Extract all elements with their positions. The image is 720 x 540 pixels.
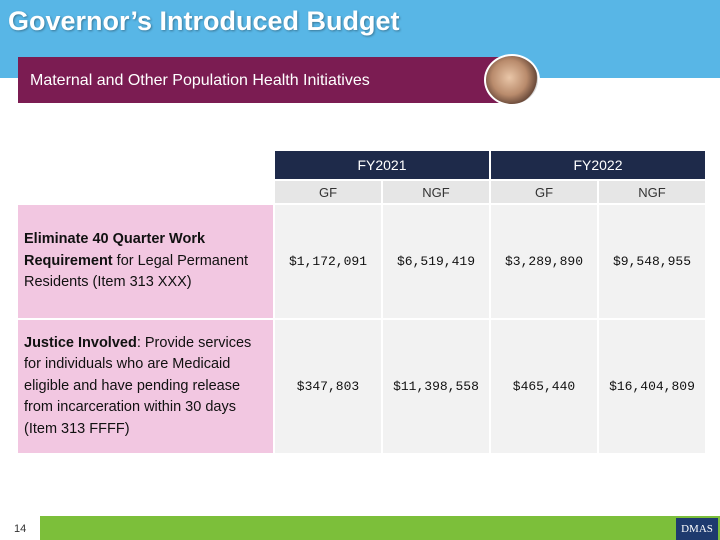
value-cell: $1,172,091 bbox=[275, 205, 381, 318]
footer-band bbox=[0, 516, 720, 540]
row-label-rest: : Provide services for individuals who a… bbox=[24, 334, 252, 437]
page-number: 14 bbox=[0, 516, 40, 540]
value-cell: $465,440 bbox=[491, 320, 597, 453]
value-cell: $11,398,558 bbox=[383, 320, 489, 453]
value-cell: $347,803 bbox=[275, 320, 381, 453]
logo: DMAS bbox=[676, 518, 718, 540]
value-cell: $9,548,955 bbox=[599, 205, 705, 318]
value-cell: $16,404,809 bbox=[599, 320, 705, 453]
family-photo bbox=[484, 54, 540, 106]
column-group: FY2021 bbox=[275, 151, 489, 179]
column-header: NGF bbox=[383, 181, 489, 203]
title: Governor’s Introduced Budget bbox=[8, 6, 400, 36]
row-label-bold: Justice Involved bbox=[24, 334, 137, 351]
row-label-text: Eliminate 40 Quarter Work Requirement fo… bbox=[24, 229, 267, 294]
row-label: Eliminate 40 Quarter Work Requirement fo… bbox=[18, 205, 273, 318]
value-cell: $3,289,890 bbox=[491, 205, 597, 318]
column-header: GF bbox=[275, 181, 381, 203]
column-header: NGF bbox=[599, 181, 705, 203]
column-header: GF bbox=[491, 181, 597, 203]
column-group: FY2022 bbox=[491, 151, 705, 179]
value-cell: $6,519,419 bbox=[383, 205, 489, 318]
row-label-bold: Eliminate 40 Quarter Work Requirement bbox=[24, 231, 206, 269]
row-label: Justice Involved: Provide services for i… bbox=[18, 320, 273, 453]
row-label-text: Justice Involved: Provide services for i… bbox=[24, 333, 267, 441]
subtitle: Maternal and Other Population Health Ini… bbox=[18, 57, 522, 103]
row-label-rest: for Legal Permanent Residents (Item 313 … bbox=[24, 252, 249, 291]
